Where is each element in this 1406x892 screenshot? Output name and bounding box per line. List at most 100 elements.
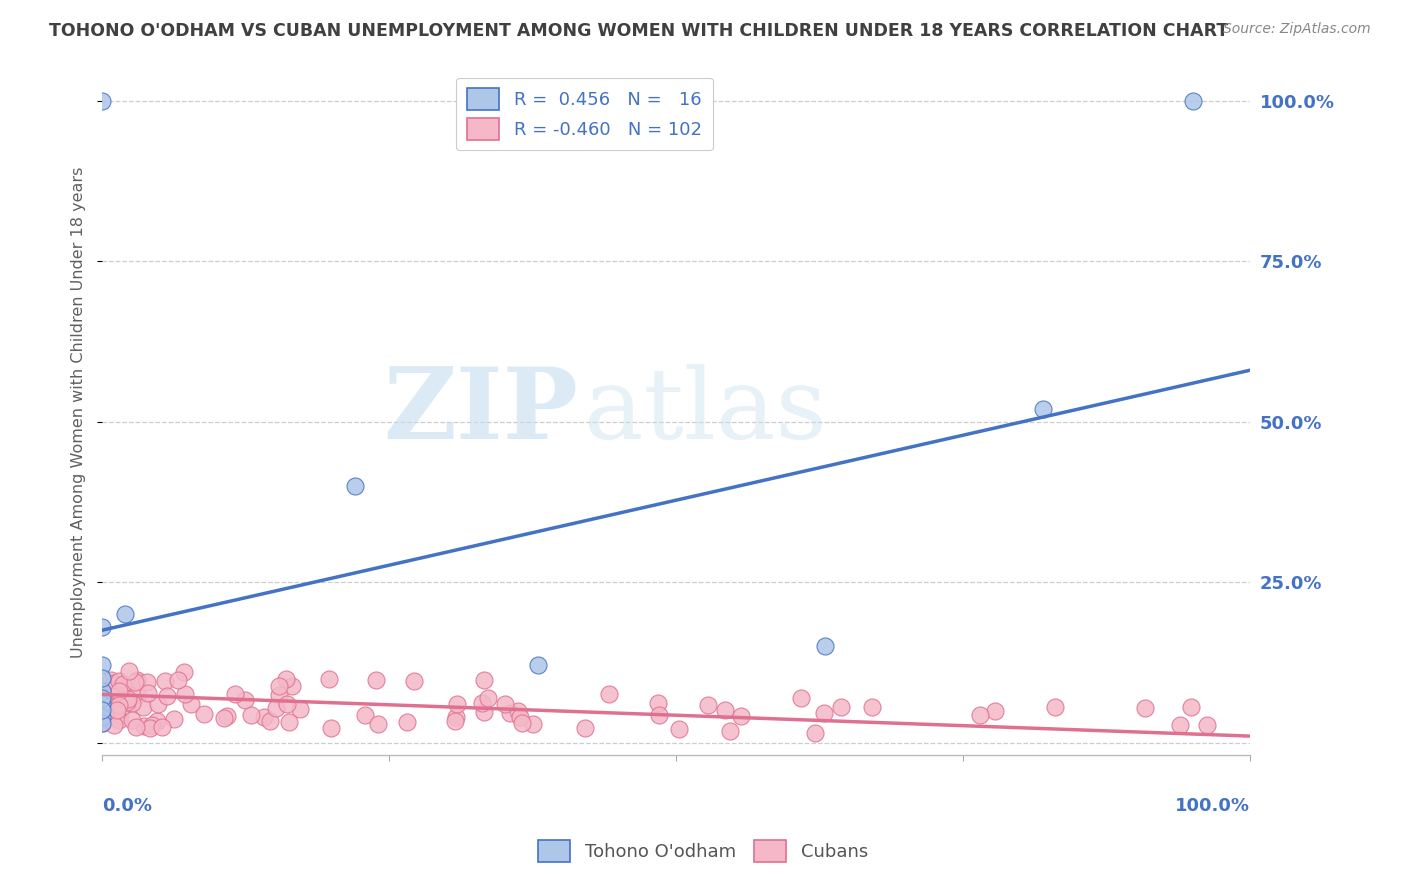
Point <box>98 682 121 697</box>
Point <box>112 677 135 691</box>
Point <box>278 714 301 729</box>
Point <box>1181 94 1204 108</box>
Point <box>804 726 827 740</box>
Point <box>121 696 143 710</box>
Point <box>214 711 236 725</box>
Point <box>125 688 148 702</box>
Point <box>100 673 122 687</box>
Point <box>103 718 125 732</box>
Point <box>173 665 195 679</box>
Point <box>508 704 530 718</box>
Point <box>574 721 596 735</box>
Point <box>830 700 852 714</box>
Point <box>367 717 389 731</box>
Point <box>240 708 263 723</box>
Point <box>139 721 162 735</box>
Point <box>141 717 163 731</box>
Point <box>101 709 124 723</box>
Point <box>814 639 837 653</box>
Point <box>91 716 114 731</box>
Point <box>253 710 276 724</box>
Point <box>510 715 533 730</box>
Point <box>124 675 146 690</box>
Point <box>714 703 737 717</box>
Point <box>1168 718 1191 732</box>
Point <box>522 716 544 731</box>
Point <box>125 720 148 734</box>
Point <box>402 674 425 689</box>
Point <box>509 710 531 724</box>
Point <box>1180 700 1202 714</box>
Point <box>115 695 138 709</box>
Point <box>173 687 195 701</box>
Point <box>136 686 159 700</box>
Point <box>91 671 114 685</box>
Point <box>969 708 991 723</box>
Point <box>276 697 298 711</box>
Point <box>108 698 131 712</box>
Point <box>477 691 499 706</box>
Point <box>233 692 256 706</box>
Point <box>112 691 135 706</box>
Point <box>446 697 468 711</box>
Point <box>91 703 114 717</box>
Point <box>443 714 465 728</box>
Point <box>91 620 114 634</box>
Point <box>471 696 494 710</box>
Point <box>472 673 495 688</box>
Point <box>91 697 114 711</box>
Point <box>718 723 741 738</box>
Point <box>648 707 671 722</box>
Point <box>318 672 340 686</box>
Point <box>472 706 495 720</box>
Point <box>136 675 159 690</box>
Point <box>132 700 155 714</box>
Point <box>290 702 312 716</box>
Point <box>259 714 281 729</box>
Point <box>1032 401 1054 416</box>
Point <box>269 688 291 702</box>
Point <box>121 713 143 727</box>
Point <box>790 690 813 705</box>
Point <box>156 689 179 703</box>
Point <box>153 674 176 689</box>
Point <box>343 479 366 493</box>
Text: TOHONO O'ODHAM VS CUBAN UNEMPLOYMENT AMONG WOMEN WITH CHILDREN UNDER 18 YEARS CO: TOHONO O'ODHAM VS CUBAN UNEMPLOYMENT AMO… <box>49 22 1229 40</box>
Point <box>108 683 131 698</box>
Point <box>91 710 114 724</box>
Point <box>94 706 117 721</box>
Point <box>108 706 131 721</box>
Point <box>108 674 131 689</box>
Point <box>93 691 115 706</box>
Point <box>167 673 190 687</box>
Point <box>93 716 115 731</box>
Point <box>860 700 883 714</box>
Point <box>224 687 246 701</box>
Point <box>1195 718 1218 732</box>
Y-axis label: Unemployment Among Women with Children Under 18 years: Unemployment Among Women with Children U… <box>72 166 86 657</box>
Text: 100.0%: 100.0% <box>1175 797 1250 814</box>
Point <box>91 684 114 698</box>
Text: 0.0%: 0.0% <box>103 797 152 814</box>
Point <box>647 696 669 710</box>
Point <box>813 706 835 720</box>
Point <box>598 687 620 701</box>
Legend: Tohono O'odham, Cubans: Tohono O'odham, Cubans <box>530 833 876 870</box>
Point <box>91 690 114 705</box>
Point <box>162 712 184 726</box>
Text: ZIP: ZIP <box>384 363 578 460</box>
Point <box>117 692 139 706</box>
Point <box>152 720 174 734</box>
Point <box>180 698 202 712</box>
Text: atlas: atlas <box>585 364 827 460</box>
Point <box>193 707 215 722</box>
Point <box>269 680 291 694</box>
Text: Source: ZipAtlas.com: Source: ZipAtlas.com <box>1223 22 1371 37</box>
Point <box>499 706 522 720</box>
Point <box>1043 700 1066 714</box>
Point <box>94 706 117 720</box>
Point <box>321 721 343 735</box>
Point <box>1133 700 1156 714</box>
Point <box>114 607 136 621</box>
Point <box>730 708 752 723</box>
